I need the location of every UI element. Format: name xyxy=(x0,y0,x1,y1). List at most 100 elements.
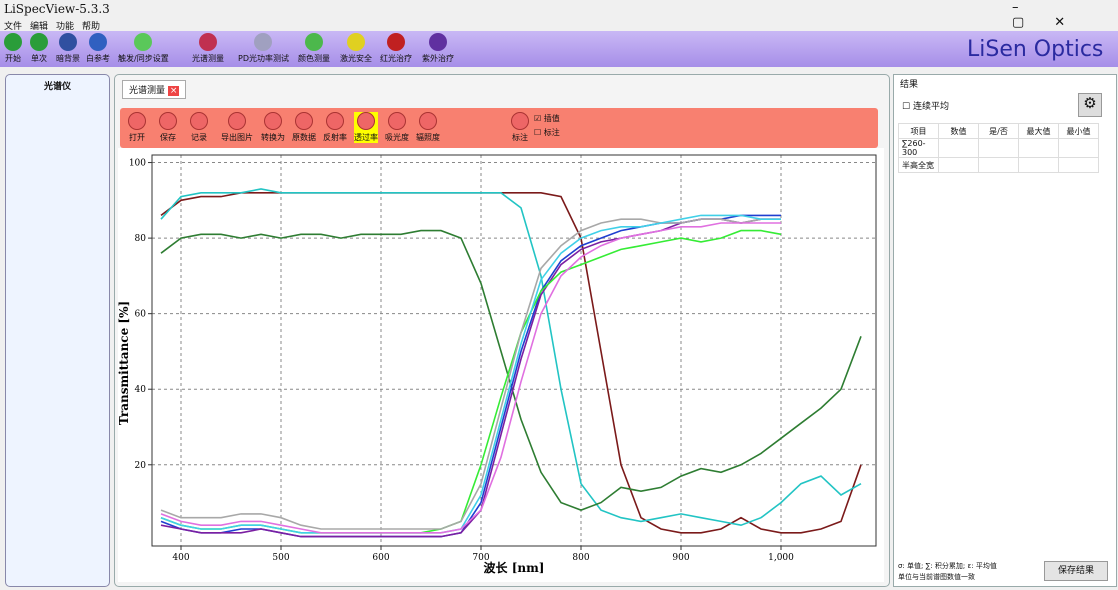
icon xyxy=(388,112,406,130)
button-label: 开始 xyxy=(5,54,21,63)
button-label: 颜色测量 xyxy=(298,54,330,63)
toolbar-button[interactable]: PD光功率测试 xyxy=(238,33,289,64)
x-tick-label: 900 xyxy=(672,553,689,563)
menu-item[interactable]: 编辑 xyxy=(30,22,49,32)
data-line xyxy=(160,218,781,530)
x-tick-label: 1,000 xyxy=(768,553,794,563)
button-label: 激光安全 xyxy=(340,54,372,63)
icon xyxy=(254,33,273,51)
toolbar: 开始 单次 暗背景 白参考 触发/同步设置 光谱测量 PD光功率测试 颜色测量 激光安全 红光治疗… xyxy=(0,31,1118,67)
toolbar-button[interactable]: 白参考 xyxy=(86,33,110,64)
chart-tool[interactable]: 保存 xyxy=(159,112,177,143)
chart-tool[interactable]: 吸光度 xyxy=(385,112,409,143)
toolbar-button[interactable]: 单次 xyxy=(30,33,48,64)
data-line xyxy=(160,188,862,527)
header-cell: 项目 xyxy=(898,123,939,139)
left-panel: 光谱仪 xyxy=(5,74,110,587)
button-label: 单次 xyxy=(31,54,47,63)
logo: LiSen Optics xyxy=(967,37,1104,62)
chart-tool[interactable]: 原数据 xyxy=(292,112,316,143)
checkbox[interactable]: ☑ 插值 xyxy=(534,114,560,123)
icon xyxy=(429,33,447,51)
checkbox-label: 标注 xyxy=(543,128,560,137)
toolbar-button[interactable]: 紫外治疗 xyxy=(422,33,454,64)
icon xyxy=(511,112,529,130)
icon xyxy=(30,33,48,51)
chart-tool[interactable]: 标注 xyxy=(511,112,529,143)
results-panel: 结果 ☐ 连续平均 ⚙ 项目 数值 是/否 最大值 最小值 ∑260-300 半高全宽 σ:… xyxy=(893,74,1117,587)
window-controls[interactable]: –▢✕ xyxy=(1012,0,1096,30)
tool-label: 导出图片 xyxy=(221,133,253,142)
button-label: 紫外治疗 xyxy=(422,54,454,63)
chart-tool[interactable]: 反射率 xyxy=(323,112,347,143)
legend-note: σ: 单值; ∑: 积分累加; ε: 平均值 xyxy=(898,562,997,570)
button-label: 触发/同步设置 xyxy=(118,54,169,63)
chart-tool[interactable]: 辐照度 xyxy=(416,112,440,143)
checkbox-label: 插值 xyxy=(543,114,560,123)
x-tick-label: 400 xyxy=(172,553,189,563)
row: ∑260-300 xyxy=(898,138,1099,158)
checkbox[interactable]: ☐ 标注 xyxy=(534,128,560,137)
row: 半高全宽 xyxy=(898,157,1099,173)
icon xyxy=(199,33,217,51)
icon xyxy=(159,112,177,130)
cell xyxy=(978,157,1019,173)
header-cell: 最小值 xyxy=(1058,123,1099,139)
toolbar-button[interactable]: 光谱测量 xyxy=(192,33,224,64)
icon xyxy=(59,33,77,51)
window-title: LiSpecView-5.3.3 xyxy=(4,2,110,16)
menu-item[interactable]: 功能 xyxy=(56,22,75,32)
row-label: ∑260-300 xyxy=(898,138,939,158)
save-button[interactable]: 保存结果 xyxy=(1044,561,1108,581)
tool-label: 辐照度 xyxy=(416,133,440,142)
tab[interactable]: 光谱测量 × xyxy=(122,80,187,99)
chart-tool[interactable]: 透过率 xyxy=(354,112,378,143)
chart-tool[interactable]: 打开 xyxy=(128,112,146,143)
chart-tool[interactable]: 记录 xyxy=(190,112,208,143)
icon xyxy=(419,112,437,130)
toolbar-button[interactable]: 颜色测量 xyxy=(298,33,330,64)
button-label: 红光治疗 xyxy=(380,54,412,63)
icon xyxy=(190,112,208,130)
x-tick-label: 800 xyxy=(572,553,589,563)
data-line xyxy=(160,229,782,534)
toolbar-button[interactable]: 触发/同步设置 xyxy=(118,33,169,64)
data-line xyxy=(160,214,781,538)
x-axis-label: 波长 [nm] xyxy=(484,560,545,575)
toolbar-button[interactable]: 暗背景 xyxy=(56,33,80,64)
button-label: 白参考 xyxy=(86,54,110,63)
y-tick-label: 60 xyxy=(135,310,147,320)
row-label: 半高全宽 xyxy=(898,157,939,173)
cell xyxy=(1018,138,1059,158)
x-tick-label: 700 xyxy=(472,553,489,563)
menu-item[interactable]: 帮助 xyxy=(82,22,101,32)
results-title: 结果 xyxy=(900,80,919,90)
icon xyxy=(134,33,153,51)
icon xyxy=(326,112,344,130)
tab-label: 光谱测量 xyxy=(129,86,166,96)
toolbar-button[interactable]: 开始 xyxy=(4,33,22,64)
cell xyxy=(938,138,979,158)
icon xyxy=(295,112,313,130)
settings-button[interactable]: ⚙ xyxy=(1078,93,1102,117)
option-label: 连续平均 xyxy=(912,102,949,112)
tool-label: 原数据 xyxy=(292,133,316,142)
y-tick-label: 100 xyxy=(129,159,146,169)
icon xyxy=(4,33,22,51)
data-line xyxy=(160,222,781,534)
toolbar-button[interactable]: 红光治疗 xyxy=(380,33,412,64)
option[interactable]: ☐ 连续平均 xyxy=(902,102,949,112)
header-cell: 最大值 xyxy=(1018,123,1059,139)
icon xyxy=(128,112,146,130)
chart-tool[interactable]: 导出图片 xyxy=(221,112,253,143)
panel-title: 光谱仪 xyxy=(43,82,71,92)
menu-item[interactable]: 文件 xyxy=(4,22,23,32)
chart-tool[interactable]: 转换为 xyxy=(261,112,285,143)
toolbar-button[interactable]: 激光安全 xyxy=(340,33,372,64)
chart-toolbar: 打开 保存 记录 导出图片 转换为 原数据 反射率 透过率 吸光度 辐照度 标注 ☑ 插值 ☐ 标注 xyxy=(120,108,878,148)
button-label: 暗背景 xyxy=(56,54,80,63)
chart: Transmittance [%] 波长 [nm] 20 40 60 80 100 400… xyxy=(118,154,877,575)
button-label: PD光功率测试 xyxy=(238,54,289,63)
icon xyxy=(228,112,246,130)
